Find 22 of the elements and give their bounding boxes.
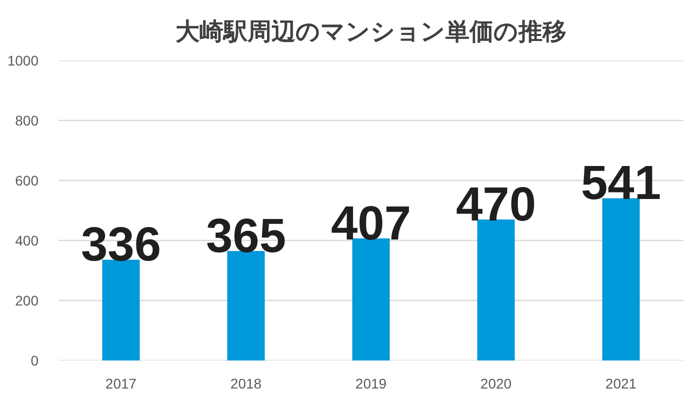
chart-title: 大崎駅周辺のマンション単価の推移 — [176, 18, 566, 46]
bar — [602, 198, 640, 360]
x-tick-label: 2020 — [480, 376, 512, 392]
y-tick-label: 0 — [30, 352, 39, 368]
bar — [477, 220, 515, 360]
y-tick-label: 800 — [15, 112, 39, 128]
x-tick-label: 2021 — [605, 376, 637, 392]
y-tick-label: 1000 — [7, 52, 39, 68]
y-tick-label: 200 — [15, 292, 39, 308]
x-tick-label: 2017 — [105, 376, 137, 392]
x-tick-label: 2018 — [230, 376, 262, 392]
data-label: 470 — [456, 178, 536, 232]
data-label: 407 — [330, 197, 412, 250]
bar — [352, 238, 390, 360]
y-tick-label: 600 — [15, 172, 39, 188]
data-label: 365 — [206, 210, 286, 263]
data-label: 541 — [580, 157, 662, 210]
x-tick-label: 2019 — [355, 376, 387, 392]
data-label: 336 — [80, 218, 162, 272]
y-tick-label: 400 — [15, 232, 39, 248]
bar — [227, 251, 265, 360]
bar — [102, 260, 140, 360]
